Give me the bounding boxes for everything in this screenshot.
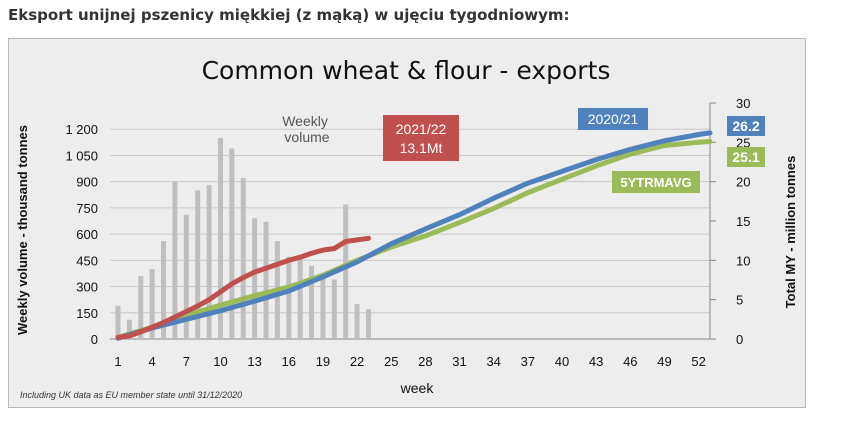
x-tick-label: 37 bbox=[521, 354, 535, 369]
weekly-bar bbox=[183, 214, 189, 339]
tick-labels: 0 150 300 450 600 750 900 1 050 1 200 0 5 10 15 20 25 3… bbox=[65, 96, 750, 369]
legend-2020-21-box bbox=[578, 108, 648, 130]
y-left-tick-label: 750 bbox=[76, 201, 98, 216]
y-left-tick-label: 300 bbox=[76, 280, 98, 295]
legend-2021-22-total: 13.1Mt bbox=[400, 140, 443, 156]
end-value-2020-21-box bbox=[727, 116, 765, 136]
x-tick-label: 16 bbox=[282, 354, 296, 369]
x-tick-label: 40 bbox=[555, 354, 569, 369]
y-right-tick-label: 30 bbox=[736, 96, 750, 111]
legend-5yr-avg-name: 5YTRMAVG bbox=[620, 175, 691, 190]
chart-title: Common wheat & flour - exports bbox=[202, 56, 611, 85]
y-left-tick-label: 600 bbox=[76, 227, 98, 242]
weekly-bar bbox=[138, 276, 144, 339]
end-value-5yr-avg: 25.1 bbox=[727, 147, 765, 167]
legend-2021-22: 2021/22 13.1Mt bbox=[383, 115, 459, 161]
legend-2020-21-name: 2020/21 bbox=[588, 111, 639, 127]
y-left-tick-label: 450 bbox=[76, 253, 98, 268]
weekly-bar bbox=[172, 181, 178, 339]
weekly-bar bbox=[297, 256, 303, 339]
series-line-2021-22 bbox=[115, 235, 371, 340]
series-line-2020-21 bbox=[115, 130, 713, 341]
x-tick-label: 4 bbox=[149, 354, 156, 369]
weekly-bar bbox=[286, 256, 292, 339]
weekly-bar bbox=[331, 279, 337, 339]
y-right-tick-label: 10 bbox=[736, 253, 750, 268]
x-tick-label: 43 bbox=[589, 354, 603, 369]
x-tick-label: 19 bbox=[316, 354, 330, 369]
weekly-bar bbox=[195, 190, 201, 339]
legend-2021-22-name: 2021/22 bbox=[396, 121, 447, 137]
end-value-2020-21-text: 26.2 bbox=[732, 118, 759, 134]
x-axis-label: week bbox=[400, 380, 435, 396]
weekly-bar bbox=[217, 137, 223, 339]
end-value-2020-21: 26.2 bbox=[727, 116, 765, 136]
weekly-bar bbox=[263, 221, 269, 339]
y-right-tick-label: 5 bbox=[736, 293, 743, 308]
chart-footnote: Including UK data as EU member state unt… bbox=[20, 390, 242, 400]
y-axis-left-label: Weekly volume - thousand tonnes bbox=[15, 125, 30, 335]
end-value-5yr-avg-box bbox=[727, 147, 765, 167]
weekly-bar bbox=[240, 178, 246, 339]
y-right-tick-label: 20 bbox=[736, 175, 750, 190]
weekly-bar bbox=[149, 269, 155, 339]
y-left-tick-label: 0 bbox=[91, 332, 98, 347]
legend-5yr-avg: 5YTRMAVG bbox=[612, 171, 700, 193]
chart-frame bbox=[8, 38, 806, 408]
series-lines bbox=[115, 130, 713, 341]
y-right-tick-label: 0 bbox=[736, 332, 743, 347]
x-tick-label: 49 bbox=[657, 354, 671, 369]
y-left-tick-label: 900 bbox=[76, 175, 98, 190]
weekly-bar bbox=[320, 274, 326, 339]
legend-2021-22-box bbox=[383, 115, 459, 161]
x-tick-label: 25 bbox=[384, 354, 398, 369]
x-tick-label: 13 bbox=[247, 354, 261, 369]
weekly-bar bbox=[309, 265, 315, 339]
x-tick-label: 28 bbox=[418, 354, 432, 369]
weekly-bar bbox=[115, 305, 121, 339]
legend-5yr-avg-box bbox=[612, 171, 700, 193]
weekly-volume-word-2: volume bbox=[284, 129, 329, 145]
weekly-volume-label: Weekly volume bbox=[282, 113, 332, 145]
x-tick-label: 1 bbox=[114, 354, 121, 369]
x-tick-label: 7 bbox=[183, 354, 190, 369]
x-tick-label: 31 bbox=[452, 354, 466, 369]
weekly-bar bbox=[161, 241, 167, 339]
y-right-tick-label: 15 bbox=[736, 214, 750, 229]
weekly-bars bbox=[115, 137, 371, 339]
x-tick-label: 22 bbox=[350, 354, 364, 369]
x-tick-label: 46 bbox=[623, 354, 637, 369]
series-line-5ytrmavg bbox=[115, 139, 713, 340]
y-left-tick-label: 1 050 bbox=[65, 148, 98, 163]
page-heading: Eksport unijnej pszenicy miękkiej (z mąk… bbox=[8, 6, 570, 24]
x-tick-label: 10 bbox=[213, 354, 227, 369]
x-tick-label: 52 bbox=[691, 354, 705, 369]
legend-2020-21: 2020/21 bbox=[578, 108, 648, 130]
y-left-tick-label: 150 bbox=[76, 306, 98, 321]
weekly-bar bbox=[252, 218, 258, 339]
weekly-volume-word-1: Weekly bbox=[282, 113, 328, 129]
weekly-bar bbox=[365, 309, 371, 339]
y-right-tick-label: 25 bbox=[736, 135, 750, 150]
end-value-5yr-avg-text: 25.1 bbox=[732, 149, 759, 165]
weekly-bar bbox=[343, 204, 349, 339]
y-axis-right-label: Total MY - million tonnes bbox=[783, 156, 798, 309]
weekly-bar bbox=[229, 148, 235, 339]
x-tick-label: 34 bbox=[486, 354, 500, 369]
weekly-bar bbox=[206, 185, 212, 339]
weekly-bar bbox=[126, 319, 132, 339]
weekly-bar bbox=[354, 304, 360, 339]
y-left-tick-label: 1 200 bbox=[65, 122, 98, 137]
